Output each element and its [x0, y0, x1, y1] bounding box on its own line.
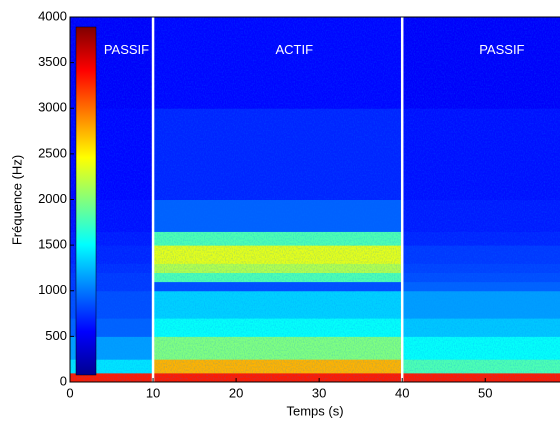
x-tick-label: 50 — [478, 385, 492, 400]
y-axis-label: Fréquence (Hz) — [9, 155, 24, 245]
noise-texture — [70, 17, 560, 382]
y-tick-label: 1500 — [38, 237, 67, 252]
x-tick-label: 10 — [146, 385, 160, 400]
annotation: ACTIF — [275, 42, 313, 57]
y-tick-label: 3500 — [38, 54, 67, 69]
y-tick-label: 2500 — [38, 145, 67, 160]
x-tick-label: 30 — [312, 385, 326, 400]
y-tick-label: 1000 — [38, 282, 67, 297]
y-tick-label: 4000 — [38, 8, 67, 23]
annotation: PASSIF — [479, 42, 524, 57]
y-tick-label: 3000 — [38, 100, 67, 115]
colorbar — [75, 26, 97, 376]
y-tick-label: 0 — [60, 373, 67, 388]
plot-area — [70, 17, 560, 383]
x-axis-label: Temps (s) — [286, 403, 343, 418]
annotation: PASSIF — [104, 42, 149, 57]
y-tick-label: 500 — [45, 328, 67, 343]
x-tick-label: 40 — [395, 385, 409, 400]
x-tick-label: 0 — [66, 385, 73, 400]
y-tick-label: 2000 — [38, 191, 67, 206]
x-tick-label: 20 — [229, 385, 243, 400]
